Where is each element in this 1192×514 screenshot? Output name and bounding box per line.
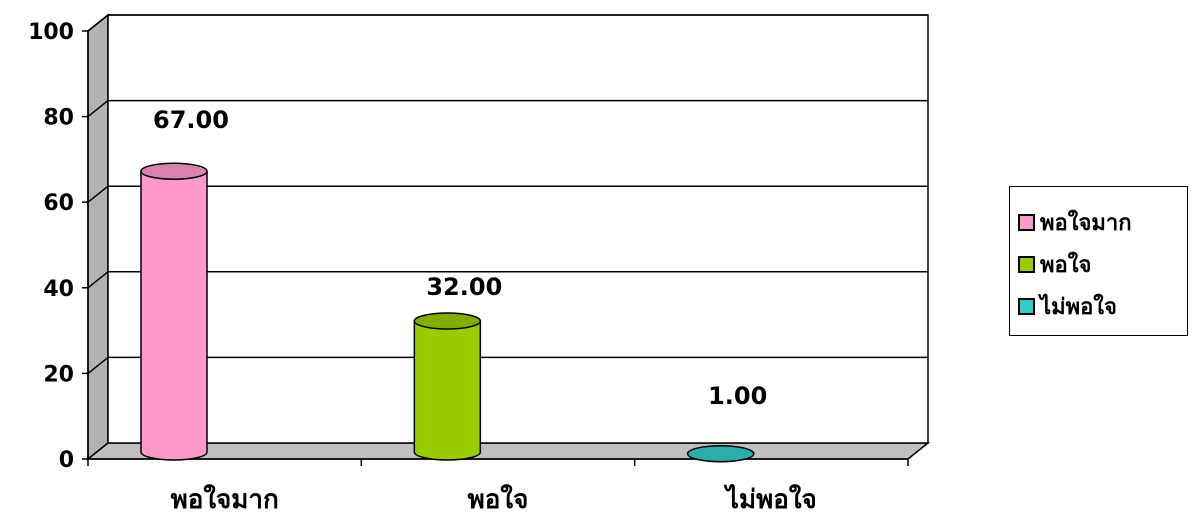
bar-top (413, 312, 482, 330)
bar-body (140, 170, 208, 461)
legend-label: ไม่พอใจ (1040, 294, 1117, 320)
y-tick-label: 80 (43, 106, 74, 131)
y-tick-label: 40 (43, 277, 74, 302)
bar-body (413, 320, 482, 461)
labels: 0 20 40 60 80 100 67.00 พอใจมาก 32.00 พอใจ 1.00 ไม่… (28, 20, 817, 514)
legend-item-not-satisfied: ไม่พอใจ (1010, 285, 1187, 327)
bar-chart: 0 20 40 60 80 100 67.00 พอใจมาก 32.00 พอใจ 1.00 ไม่… (28, 13, 931, 514)
category-label: พอใจ (468, 484, 529, 514)
data-label: 1.00 (708, 382, 767, 410)
gridline-side (87, 185, 109, 203)
bar-3 (686, 444, 755, 463)
y-tick-label: 0 (59, 448, 74, 473)
floor (85, 442, 931, 460)
legend-item-very-satisfied: พอใจมาก (1010, 201, 1187, 243)
data-label: 67.00 (153, 106, 229, 134)
side-wall (87, 13, 109, 461)
legend-label: พอใจมาก (1040, 210, 1132, 236)
data-label: 32.00 (426, 273, 502, 301)
bar-top (686, 444, 755, 463)
legend-swatch (1018, 213, 1035, 231)
y-tick-label: 100 (28, 20, 74, 45)
back-wall (107, 14, 929, 444)
grid-lines (87, 14, 928, 374)
chart-walls (85, 13, 931, 461)
gridline-side (87, 356, 109, 374)
bar-top (140, 162, 208, 180)
y-tick-label: 20 (43, 362, 74, 387)
legend-swatch (1018, 297, 1035, 315)
legend-item-satisfied: พอใจ (1010, 243, 1187, 285)
legend-label: พอใจ (1040, 252, 1092, 278)
y-tick-label: 60 (43, 191, 74, 216)
bar-1 (140, 162, 208, 461)
legend-swatch (1018, 255, 1035, 273)
legend: พอใจมาก พอใจ ไม่พอใจ (1009, 186, 1188, 336)
axes (82, 30, 909, 466)
category-label: พอใจมาก (171, 484, 279, 514)
bars (140, 162, 755, 463)
gridline-side (87, 271, 109, 289)
gridline-side (87, 14, 109, 32)
bar-2 (413, 312, 482, 461)
category-label: ไม่พอใจ (723, 483, 817, 514)
gridline-side (87, 100, 109, 118)
